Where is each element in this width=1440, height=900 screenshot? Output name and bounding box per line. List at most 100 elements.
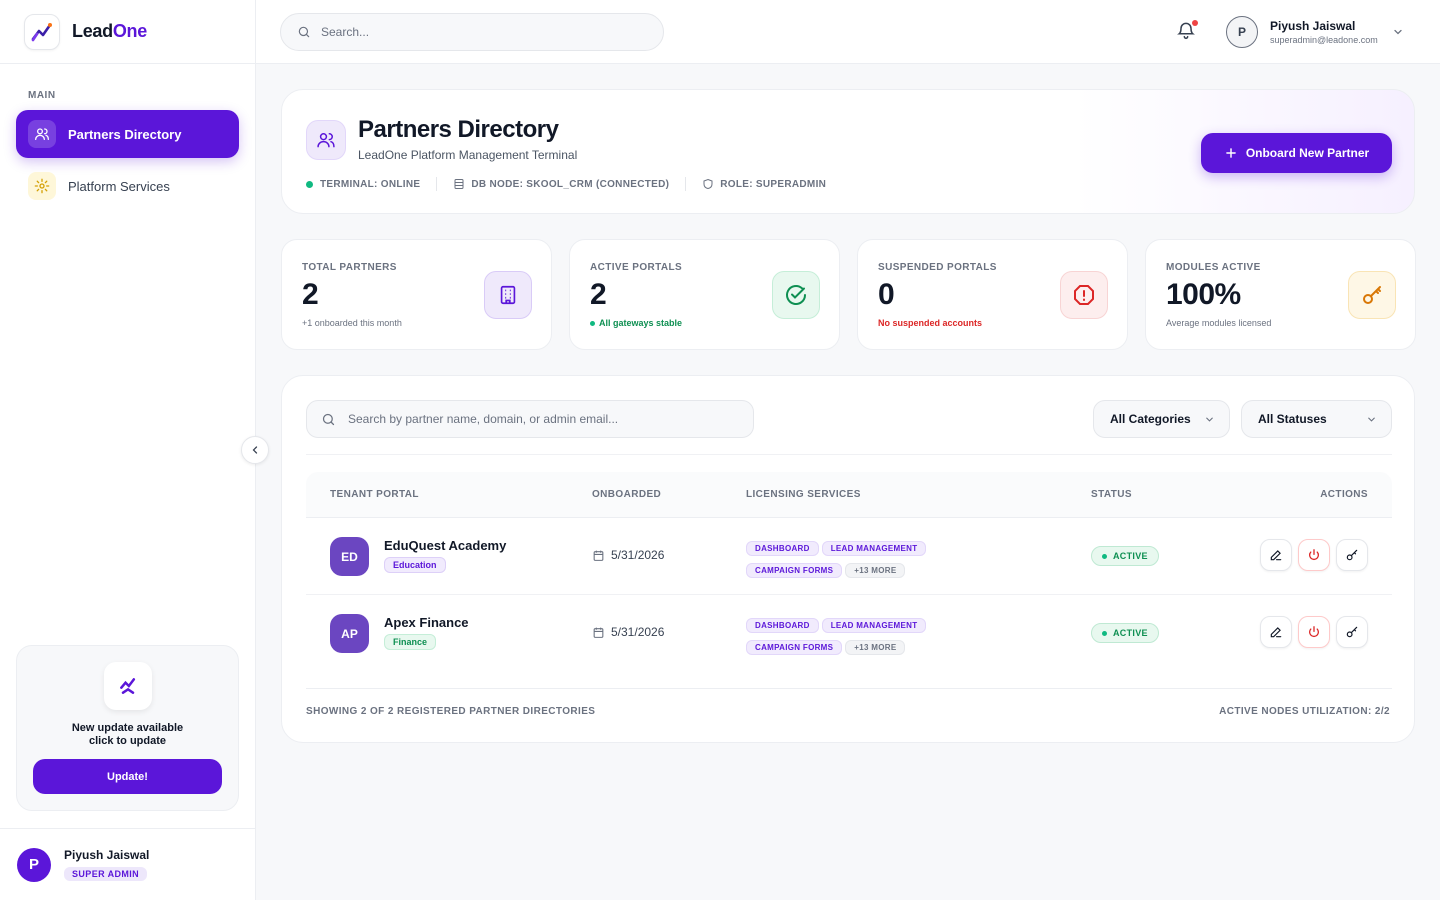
search-icon (298, 26, 310, 38)
leadone-logo-icon (24, 13, 60, 50)
sidebar-item-partners-directory[interactable]: Partners Directory (16, 110, 239, 158)
status-badge: ACTIVE (1091, 623, 1159, 643)
partner-avatar: ED (330, 537, 369, 576)
update-text-line1: New update available (71, 722, 184, 734)
partner-search[interactable] (306, 400, 754, 438)
page-title: Partners Directory (358, 116, 559, 143)
alert-octagon-icon (1060, 271, 1108, 319)
search-icon (322, 413, 335, 425)
manage-keys-button[interactable] (1336, 539, 1368, 571)
users-icon (306, 120, 346, 160)
col-actions: ACTIONS (1320, 489, 1368, 500)
partner-name[interactable]: EduQuest Academy (384, 538, 507, 553)
sidebar-item-platform-services[interactable]: Platform Services (16, 162, 239, 210)
partners-table-panel: All Categories All Statuses TENANT PORTA… (281, 375, 1415, 743)
sidebar-item-label: Platform Services (68, 178, 170, 194)
onboard-new-partner-button[interactable]: Onboard New Partner (1201, 133, 1392, 173)
user-email: superadmin@leadone.com (1270, 35, 1378, 45)
service-tag: CAMPAIGN FORMS (746, 640, 843, 655)
pencil-icon (1270, 550, 1282, 561)
licensing-tags: DASHBOARD LEAD MANAGEMENT CAMPAIGN FORMS +… (746, 615, 986, 659)
row-actions (1260, 539, 1374, 571)
global-search[interactable] (280, 13, 664, 51)
service-tag: LEAD MANAGEMENT (821, 541, 927, 556)
onboarded-date: 5/31/2026 (592, 548, 664, 562)
col-tenant-portal: TENANT PORTAL (330, 489, 419, 500)
table-row: ED EduQuest Academy Education 5/31/2026 … (306, 518, 1392, 595)
notifications-button[interactable] (1176, 20, 1198, 42)
sidebar-item-label: Partners Directory (68, 126, 182, 142)
stat-suspended-portals: SUSPENDED PORTALS 0 No suspended account… (857, 239, 1128, 350)
avatar: P (17, 847, 51, 882)
plus-icon (1226, 148, 1236, 158)
stat-modules-active: MODULES ACTIVE 100% Average modules lice… (1145, 239, 1416, 350)
more-tags-badge[interactable]: +13 MORE (845, 563, 906, 578)
key-icon (1348, 271, 1396, 319)
pencil-icon (1270, 627, 1282, 638)
terminal-status: TERMINAL: ONLINE (306, 179, 420, 190)
chevron-down-icon (1206, 417, 1213, 422)
calendar-icon (593, 550, 604, 561)
table-footer-count: SHOWING 2 OF 2 REGISTERED PARTNER DIRECT… (306, 706, 596, 717)
licensing-tags: DASHBOARD LEAD MANAGEMENT CAMPAIGN FORMS +… (746, 538, 986, 582)
col-licensing-services: LICENSING SERVICES (746, 489, 861, 500)
database-icon (454, 179, 464, 189)
partner-avatar: AP (330, 614, 369, 653)
manage-keys-button[interactable] (1336, 616, 1368, 648)
chevron-down-icon (1368, 417, 1375, 422)
chevron-left-icon (252, 446, 258, 454)
brand[interactable]: LeadOne (0, 0, 255, 64)
partner-name[interactable]: Apex Finance (384, 615, 469, 630)
topbar: P Piyush Jaiswal superadmin@leadone.com (256, 0, 1440, 64)
table-row: AP Apex Finance Finance 5/31/2026 DASHBO… (306, 595, 1392, 672)
db-node-status: DB NODE: SKOOL_CRM (CONNECTED) (453, 178, 669, 190)
page-header: Partners Directory LeadOne Platform Mana… (281, 89, 1415, 214)
col-onboarded: ONBOARDED (592, 489, 662, 500)
page-subtitle: LeadOne Platform Management Terminal (358, 148, 578, 162)
category-filter-select[interactable]: All Categories (1093, 400, 1230, 438)
suspend-button[interactable] (1298, 616, 1330, 648)
chevron-down-icon (1394, 29, 1402, 35)
stat-active-portals: ACTIVE PORTALS 2 All gateways stable (569, 239, 840, 350)
user-name: Piyush Jaiswal (1270, 19, 1356, 33)
role-badge: SUPER ADMIN (64, 866, 148, 881)
calendar-icon (593, 627, 604, 638)
power-icon (1308, 626, 1320, 638)
building-icon (484, 271, 532, 319)
service-tag: CAMPAIGN FORMS (746, 563, 843, 578)
category-badge: Finance (384, 634, 437, 650)
bell-icon (1177, 22, 1195, 40)
nav-section-label: MAIN (28, 90, 56, 101)
category-badge: Education (384, 557, 446, 573)
status-filter-select[interactable]: All Statuses (1241, 400, 1392, 438)
search-input[interactable] (321, 25, 641, 39)
row-actions (1260, 616, 1374, 648)
collapse-sidebar-button[interactable] (241, 436, 269, 464)
update-logo-icon (103, 662, 152, 710)
status-badge: ACTIVE (1091, 546, 1159, 566)
update-text-line2: click to update (88, 735, 167, 747)
sidebar-user[interactable]: P Piyush Jaiswal SUPER ADMIN (0, 828, 255, 900)
more-tags-badge[interactable]: +13 MORE (845, 640, 906, 655)
gear-icon (28, 172, 56, 200)
service-tag: LEAD MANAGEMENT (821, 618, 927, 633)
onboarded-date: 5/31/2026 (592, 625, 664, 639)
update-card: New update available click to update Upd… (16, 645, 239, 811)
notification-dot (1192, 20, 1198, 26)
suspend-button[interactable] (1298, 539, 1330, 571)
users-icon (28, 120, 56, 148)
update-button[interactable]: Update! (33, 759, 222, 794)
service-tag: DASHBOARD (746, 618, 819, 633)
edit-button[interactable] (1260, 616, 1292, 648)
user-menu[interactable]: P Piyush Jaiswal superadmin@leadone.com (1226, 16, 1404, 48)
edit-button[interactable] (1260, 539, 1292, 571)
avatar: P (1226, 16, 1258, 48)
table-footer-utilization: ACTIVE NODES UTILIZATION: 2/2 (1219, 706, 1390, 717)
shield-icon (703, 178, 713, 190)
stable-dot (590, 320, 595, 326)
system-meta: TERMINAL: ONLINE DB NODE: SKOOL_CRM (CON… (306, 177, 826, 191)
power-icon (1308, 549, 1320, 561)
partner-search-input[interactable] (348, 412, 748, 426)
key-icon (1346, 549, 1358, 561)
table-header: TENANT PORTAL ONBOARDED LICENSING SERVIC… (306, 472, 1392, 518)
